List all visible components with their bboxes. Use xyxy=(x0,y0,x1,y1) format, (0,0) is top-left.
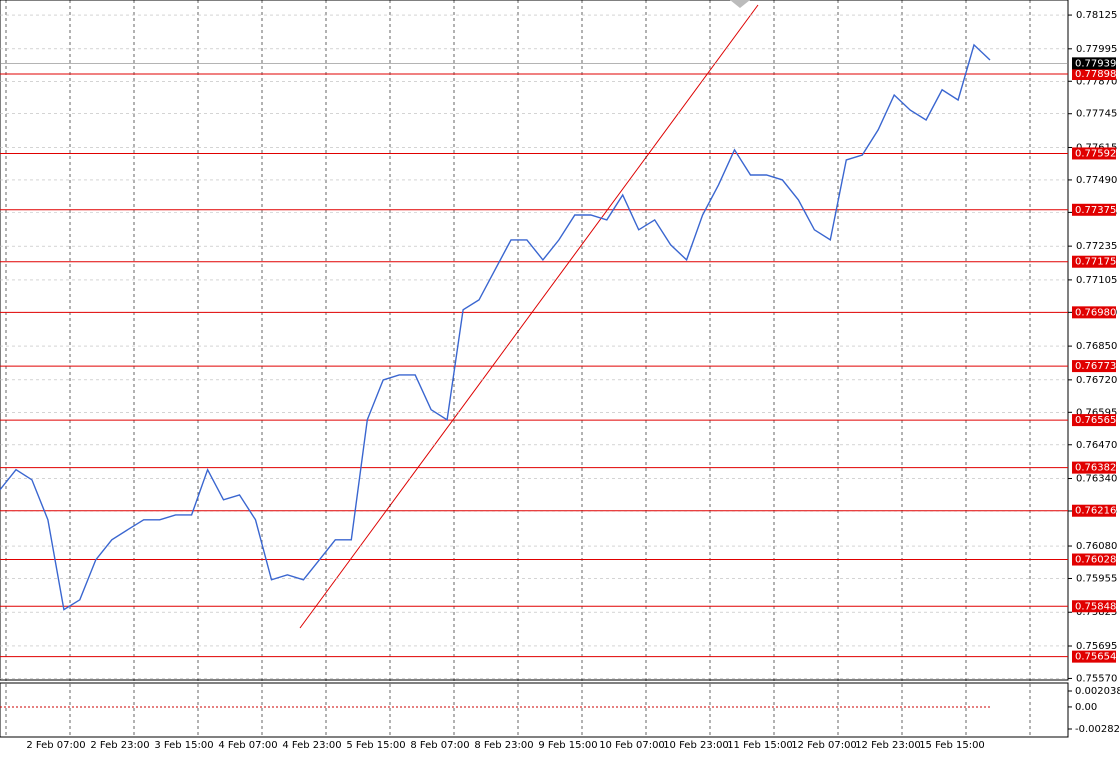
y-tick-label: 0.76080 xyxy=(1076,541,1117,552)
level-label-box xyxy=(1072,255,1116,268)
level-label: 0.75654 xyxy=(1075,652,1116,663)
y-tick-label: 0.76850 xyxy=(1076,341,1117,352)
level-label: 0.77592 xyxy=(1075,148,1116,159)
current-price-box xyxy=(1072,57,1116,70)
y-tick-label: 0.75570 xyxy=(1076,673,1117,684)
level-label-box xyxy=(1072,147,1116,160)
y-tick-label: 0.77105 xyxy=(1076,275,1117,286)
x-tick-label: 9 Feb 15:00 xyxy=(538,740,597,751)
current-price-label: 0.77939 xyxy=(1075,58,1116,69)
level-label: 0.76216 xyxy=(1075,506,1116,517)
indicator-tick-label: -0.002822 xyxy=(1075,724,1120,735)
level-label-box xyxy=(1072,650,1116,663)
y-tick-label: 0.77745 xyxy=(1076,109,1117,120)
y-tick-label: 0.76595 xyxy=(1076,407,1117,418)
level-label-box xyxy=(1072,553,1116,566)
y-tick-label: 0.75955 xyxy=(1076,573,1117,584)
price-line xyxy=(0,43,991,611)
y-tick-label: 0.77995 xyxy=(1076,44,1117,55)
level-label: 0.76382 xyxy=(1075,463,1116,474)
x-tick-label: 3 Feb 15:00 xyxy=(154,740,213,751)
x-tick-label: 12 Feb 23:00 xyxy=(855,740,921,751)
x-tick-label: 8 Feb 23:00 xyxy=(474,740,533,751)
x-tick-label: 5 Feb 15:00 xyxy=(346,740,405,751)
x-tick-label: 10 Feb 07:00 xyxy=(599,740,665,751)
y-tick-label: 0.77235 xyxy=(1076,241,1117,252)
x-tick-label: 4 Feb 23:00 xyxy=(282,740,341,751)
y-tick-label: 0.76720 xyxy=(1076,375,1117,386)
y-tick-label: 0.77870 xyxy=(1076,76,1117,87)
x-tick-label: 10 Feb 23:00 xyxy=(663,740,729,751)
y-tick-label: 0.76340 xyxy=(1076,474,1117,485)
level-label-box xyxy=(1072,600,1116,613)
x-tick-label: 4 Feb 07:00 xyxy=(218,740,277,751)
level-label-box xyxy=(1072,203,1116,216)
indicator-tick-label: 0.00 xyxy=(1075,702,1097,713)
y-tick-label: 0.78125 xyxy=(1076,10,1117,21)
level-label: 0.76565 xyxy=(1075,415,1116,426)
y-tick-label: 0.76470 xyxy=(1076,440,1117,451)
x-tick-label: 2 Feb 07:00 xyxy=(26,740,85,751)
level-label-box xyxy=(1072,306,1116,319)
trend-line xyxy=(299,4,759,629)
x-tick-label: 15 Feb 15:00 xyxy=(919,740,985,751)
marker xyxy=(730,0,750,8)
level-label: 0.77375 xyxy=(1075,205,1116,216)
y-tick-label: 0.75695 xyxy=(1076,641,1117,652)
y-tick-label: 0.75825 xyxy=(1076,607,1117,618)
level-label: 0.76028 xyxy=(1075,555,1116,566)
level-label-box xyxy=(1072,67,1116,80)
y-tick-label: 0.77490 xyxy=(1076,175,1117,186)
level-label-box xyxy=(1072,414,1116,427)
level-label: 0.77175 xyxy=(1075,257,1116,268)
level-label-box xyxy=(1072,461,1116,474)
level-label: 0.76773 xyxy=(1075,361,1116,372)
level-label: 0.76980 xyxy=(1075,307,1116,318)
level-label: 0.75848 xyxy=(1075,601,1116,612)
level-label-box xyxy=(1072,360,1116,373)
level-label: 0.77898 xyxy=(1075,69,1116,80)
indicator-tick-label: 0.002038 xyxy=(1075,686,1120,697)
x-tick-label: 11 Feb 15:00 xyxy=(727,740,793,751)
x-tick-label: 2 Feb 23:00 xyxy=(90,740,149,751)
x-tick-label: 8 Feb 07:00 xyxy=(410,740,469,751)
level-label-box xyxy=(1072,504,1116,517)
main-panel xyxy=(0,0,1069,681)
indicator-panel xyxy=(0,682,1069,738)
x-tick-label: 12 Feb 07:00 xyxy=(791,740,857,751)
